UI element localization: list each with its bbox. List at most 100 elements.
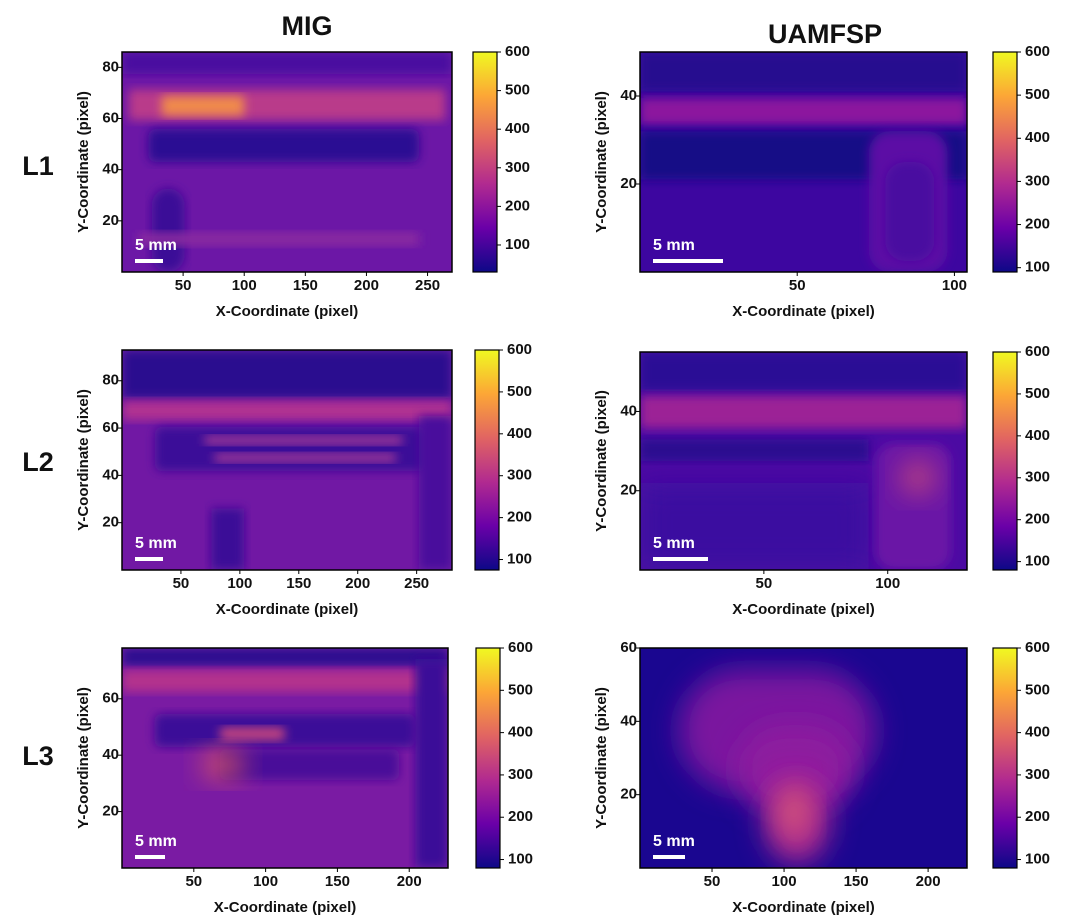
x-tick-label: 100 (875, 575, 900, 592)
heatmap-region (214, 453, 396, 463)
heatmap-region (415, 659, 448, 868)
scale-bar-label: 5 mm (653, 237, 695, 254)
column-title: UAMFSP (768, 19, 882, 49)
colorbar-tick-label: 100 (1025, 553, 1050, 570)
colorbar (992, 51, 1018, 273)
colorbar-tick-label: 400 (1025, 129, 1050, 146)
scale-bar-label: 5 mm (653, 535, 695, 552)
colorbar-tick-label: 600 (505, 43, 530, 60)
heatmap-region (122, 350, 452, 399)
y-axis-label: Y-Coordinate (pixel) (593, 390, 610, 532)
y-axis-label: Y-Coordinate (pixel) (75, 389, 92, 531)
colorbar-tick-label: 300 (1025, 469, 1050, 486)
column-title: MIG (282, 11, 333, 41)
colorbar (475, 647, 501, 869)
colorbar-tick-label: 200 (1025, 808, 1050, 825)
colorbar-tick-label: 100 (508, 851, 533, 868)
heatmap-region (122, 400, 452, 421)
scale-bar-label: 5 mm (135, 535, 177, 552)
colorbar-tick-label: 500 (508, 681, 533, 698)
row-label: L1 (22, 151, 54, 181)
x-axis-label: X-Coordinate (pixel) (216, 601, 359, 618)
heatmap-region (219, 727, 285, 741)
plot-frame (639, 351, 968, 571)
y-tick-label: 20 (620, 175, 637, 192)
scale-bar-label: 5 mm (653, 833, 695, 850)
colorbar (992, 647, 1018, 869)
heatmap-region (161, 96, 245, 116)
scale-bar-label: 5 mm (135, 833, 177, 850)
x-tick-label: 50 (175, 277, 192, 294)
colorbar-tick-label: 600 (1025, 343, 1050, 360)
x-tick-label: 200 (397, 873, 422, 890)
colorbar-tick-label: 300 (1025, 766, 1050, 783)
heatmap-region (151, 188, 185, 272)
heatmap-image (122, 350, 452, 570)
heatmap-region (122, 52, 452, 74)
colorbar-tick-label: 400 (508, 724, 533, 741)
colorbar-tick-label: 200 (507, 509, 532, 526)
colorbar-tick-label: 100 (1025, 259, 1050, 276)
colorbar (472, 51, 498, 273)
colorbar-tick-label: 400 (1025, 724, 1050, 741)
x-axis-label: X-Coordinate (pixel) (732, 601, 875, 618)
heatmap-image (640, 52, 967, 272)
y-tick-label: 40 (102, 161, 119, 178)
x-axis-label: X-Coordinate (pixel) (732, 303, 875, 320)
heatmap-region (155, 427, 426, 471)
colorbar-tick-label: 200 (505, 197, 530, 214)
x-tick-label: 200 (354, 277, 379, 294)
x-tick-label: 100 (942, 277, 967, 294)
heatmap-image (122, 648, 448, 868)
x-tick-label: 100 (253, 873, 278, 890)
x-tick-label: 50 (789, 277, 806, 294)
y-axis-label: Y-Coordinate (pixel) (75, 91, 92, 233)
colorbar-tick-label: 400 (505, 120, 530, 137)
heatmap-region (419, 416, 452, 570)
heatmap-region (640, 439, 869, 461)
x-tick-label: 150 (286, 575, 311, 592)
colorbar-tick-label: 200 (508, 808, 533, 825)
colorbar-tick-label: 300 (1025, 172, 1050, 189)
y-tick-label: 40 (620, 87, 637, 104)
y-tick-label: 60 (102, 690, 119, 707)
colorbar-tick-label: 500 (1025, 681, 1050, 698)
y-axis-label: Y-Coordinate (pixel) (75, 687, 92, 829)
colorbar-tick-label: 500 (1025, 86, 1050, 103)
colorbar-tick-label: 200 (1025, 216, 1050, 233)
plot-frame (639, 647, 968, 869)
x-tick-label: 200 (345, 575, 370, 592)
scale-bar-label: 5 mm (135, 237, 177, 254)
y-tick-label: 60 (102, 109, 119, 126)
x-tick-label: 150 (325, 873, 350, 890)
x-tick-label: 250 (415, 277, 440, 294)
y-axis-label: Y-Coordinate (pixel) (593, 687, 610, 829)
heatmap-region (204, 435, 403, 445)
colorbar-tick-label: 500 (505, 82, 530, 99)
colorbar-tick-label: 100 (505, 236, 530, 253)
x-tick-label: 100 (772, 873, 797, 890)
colorbar-tick-label: 400 (507, 425, 532, 442)
plot-frame (121, 647, 449, 869)
x-tick-label: 50 (185, 873, 202, 890)
colorbar-tick-label: 300 (507, 467, 532, 484)
heatmap-region (219, 749, 400, 780)
colorbar-tick-label: 100 (1025, 851, 1050, 868)
y-axis-label: Y-Coordinate (pixel) (593, 91, 610, 233)
heatmap-region (901, 461, 935, 494)
heatmap-region (138, 232, 419, 246)
y-tick-label: 40 (102, 466, 119, 483)
heatmap-region (148, 129, 419, 162)
colorbar (992, 351, 1018, 571)
x-axis-label: X-Coordinate (pixel) (216, 303, 359, 320)
colorbar-tick-label: 400 (1025, 427, 1050, 444)
y-tick-label: 40 (620, 402, 637, 419)
x-tick-label: 50 (756, 575, 773, 592)
heatmap-image (640, 352, 967, 570)
y-tick-label: 40 (620, 712, 637, 729)
heatmap-region (122, 670, 448, 692)
x-tick-label: 50 (173, 575, 190, 592)
y-tick-label: 20 (620, 482, 637, 499)
colorbar-tick-label: 600 (1025, 43, 1050, 60)
colorbar-tick-label: 100 (507, 550, 532, 567)
